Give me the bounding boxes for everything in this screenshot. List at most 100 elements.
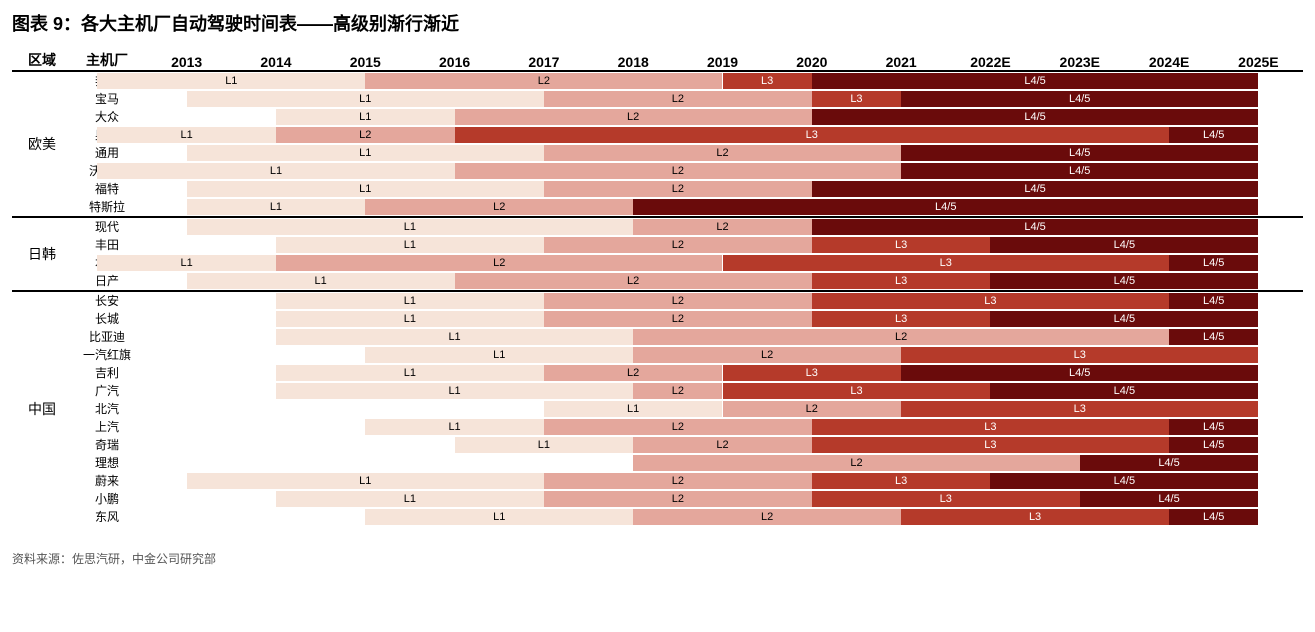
level-bar: L1 xyxy=(97,127,276,143)
level-bar: L3 xyxy=(901,509,1169,525)
timeline-row: L1L2L3L4/5 xyxy=(142,472,1303,490)
level-bar: L4/5 xyxy=(901,365,1258,381)
level-bar: L1 xyxy=(276,383,633,399)
level-bar: L3 xyxy=(812,437,1169,453)
level-bar: L2 xyxy=(544,293,812,309)
timeline-row: L1L2L3L4/5 xyxy=(142,72,1303,90)
oem-label: 小鹏 xyxy=(72,490,142,508)
level-bar: L1 xyxy=(455,437,634,453)
level-bar: L2 xyxy=(633,219,812,235)
chart-body: 欧美奔驰宝马大众奥迪通用沃尔沃福特特斯拉L1L2L3L4/5L1L2L3L4/5… xyxy=(12,72,1303,526)
level-bar: L1 xyxy=(97,73,365,89)
level-bar: L1 xyxy=(544,401,723,417)
level-bar: L1 xyxy=(365,347,633,363)
year-header-cell: 2016 xyxy=(410,54,499,70)
level-bar: L1 xyxy=(187,473,544,489)
year-header-cell: 2025E xyxy=(1214,54,1303,70)
year-header-cell: 2015 xyxy=(321,54,410,70)
oem-label: 福特 xyxy=(72,180,142,198)
level-bar: L1 xyxy=(187,145,544,161)
timeline-row: L1L2L4/5 xyxy=(142,328,1303,346)
level-bar: L2 xyxy=(455,109,812,125)
oem-label: 通用 xyxy=(72,144,142,162)
timeline-column: L1L2L4/5L1L2L3L4/5L1L2L3L4/5L1L2L3L4/5 xyxy=(142,218,1303,290)
year-header-cell: 2023E xyxy=(1035,54,1124,70)
region-block: 中国长安长城比亚迪一汽红旗吉利广汽北汽上汽奇瑞理想蔚来小鹏东风L1L2L3L4/… xyxy=(12,292,1303,526)
level-bar: L4/5 xyxy=(1169,255,1258,271)
level-bar: L3 xyxy=(901,347,1258,363)
level-bar: L4/5 xyxy=(901,145,1258,161)
level-bar: L4/5 xyxy=(990,473,1258,489)
level-bar: L1 xyxy=(187,181,544,197)
oem-label: 特斯拉 xyxy=(72,198,142,216)
oem-label: 一汽红旗 xyxy=(72,346,142,364)
oem-column: 现代丰田本田日产 xyxy=(72,218,142,290)
level-bar: L3 xyxy=(812,491,1080,507)
year-header-cell: 2013 xyxy=(142,54,231,70)
year-header-cell: 2018 xyxy=(589,54,678,70)
level-bar: L3 xyxy=(812,293,1169,309)
level-bar: L4/5 xyxy=(1169,293,1258,309)
level-bar: L2 xyxy=(544,311,812,327)
level-bar: L1 xyxy=(276,311,544,327)
region-block: 欧美奔驰宝马大众奥迪通用沃尔沃福特特斯拉L1L2L3L4/5L1L2L3L4/5… xyxy=(12,72,1303,218)
year-header-cell: 2024E xyxy=(1124,54,1213,70)
level-bar: L1 xyxy=(187,273,455,289)
timeline-row: L1L2L3L4/5 xyxy=(142,292,1303,310)
level-bar: L4/5 xyxy=(901,91,1258,107)
level-bar: L4/5 xyxy=(1169,127,1258,143)
year-header-cell: 2021 xyxy=(857,54,946,70)
source-note: 资料来源：佐思汽研，中金公司研究部 xyxy=(12,550,1303,567)
header-years: 2013201420152016201720182019202020212022… xyxy=(142,54,1303,70)
timeline-row: L1L2L3L4/5 xyxy=(142,126,1303,144)
timeline-column: L1L2L3L4/5L1L2L3L4/5L1L2L4/5L1L2L3L4/5L1… xyxy=(142,72,1303,216)
level-bar: L1 xyxy=(276,365,544,381)
level-bar: L4/5 xyxy=(990,273,1258,289)
level-bar: L2 xyxy=(544,145,901,161)
level-bar: L1 xyxy=(187,219,634,235)
timeline-row: L1L2L3L4/5 xyxy=(142,272,1303,290)
level-bar: L3 xyxy=(455,127,1169,143)
region-label: 欧美 xyxy=(12,72,72,216)
level-bar: L2 xyxy=(633,329,1169,345)
header-row: 区域 主机厂 201320142015201620172018201920202… xyxy=(12,42,1303,72)
level-bar: L4/5 xyxy=(812,109,1259,125)
oem-column: 奔驰宝马大众奥迪通用沃尔沃福特特斯拉 xyxy=(72,72,142,216)
level-bar: L2 xyxy=(544,181,812,197)
level-bar: L4/5 xyxy=(1169,509,1258,525)
timeline-row: L1L2L4/5 xyxy=(142,144,1303,162)
level-bar: L2 xyxy=(455,163,902,179)
level-bar: L3 xyxy=(812,311,991,327)
region-block: 日韩现代丰田本田日产L1L2L4/5L1L2L3L4/5L1L2L3L4/5L1… xyxy=(12,218,1303,292)
oem-label: 蔚来 xyxy=(72,472,142,490)
level-bar: L4/5 xyxy=(812,73,1259,89)
level-bar: L4/5 xyxy=(812,181,1259,197)
level-bar: L1 xyxy=(276,329,633,345)
oem-label: 比亚迪 xyxy=(72,328,142,346)
level-bar: L3 xyxy=(812,273,991,289)
oem-label: 丰田 xyxy=(72,236,142,254)
level-bar: L2 xyxy=(276,255,723,271)
level-bar: L3 xyxy=(812,237,991,253)
level-bar: L2 xyxy=(544,491,812,507)
timeline-row: L1L2L3L4/5 xyxy=(142,490,1303,508)
timeline-column: L1L2L3L4/5L1L2L3L4/5L1L2L4/5L1L2L3L1L2L3… xyxy=(142,292,1303,526)
oem-column: 长安长城比亚迪一汽红旗吉利广汽北汽上汽奇瑞理想蔚来小鹏东风 xyxy=(72,292,142,526)
level-bar: L3 xyxy=(812,91,901,107)
page-root: 图表 9：各大主机厂自动驾驶时间表——高级别渐行渐近 区域 主机厂 201320… xyxy=(0,0,1315,587)
level-bar: L2 xyxy=(365,73,722,89)
level-bar: L4/5 xyxy=(990,383,1258,399)
level-bar: L1 xyxy=(276,237,544,253)
year-header-cell: 2020 xyxy=(767,54,856,70)
gantt-chart: 区域 主机厂 201320142015201620172018201920202… xyxy=(12,42,1303,526)
timeline-row: L1L2L3L4/5 xyxy=(142,90,1303,108)
timeline-row: L1L2L3L4/5 xyxy=(142,236,1303,254)
level-bar: L4/5 xyxy=(1169,437,1258,453)
oem-label: 东风 xyxy=(72,508,142,526)
level-bar: L3 xyxy=(723,383,991,399)
level-bar: L4/5 xyxy=(1169,329,1258,345)
level-bar: L1 xyxy=(276,293,544,309)
level-bar: L2 xyxy=(455,273,812,289)
timeline-row: L1L2L3L4/5 xyxy=(142,364,1303,382)
timeline-row: L1L2L4/5 xyxy=(142,162,1303,180)
